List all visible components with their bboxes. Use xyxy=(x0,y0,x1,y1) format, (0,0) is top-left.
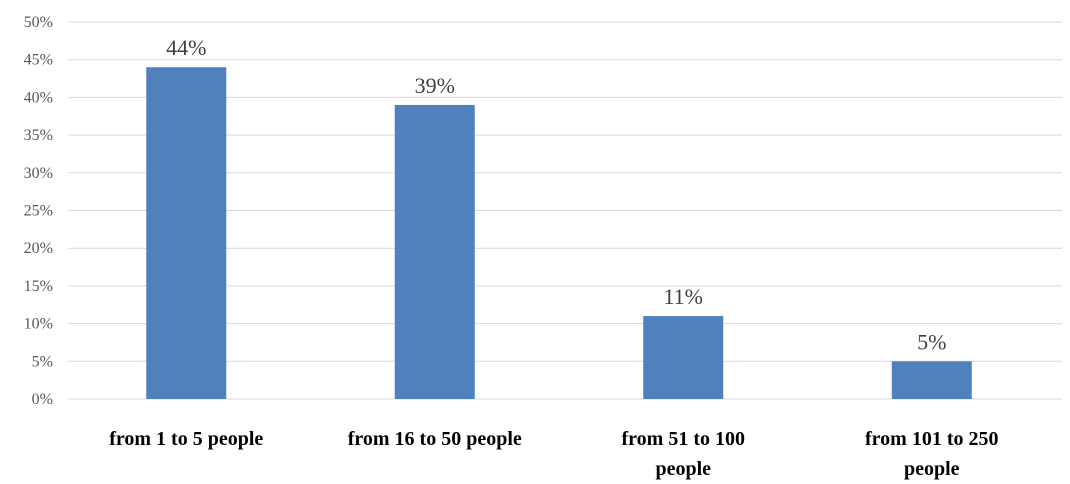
data-label: 44% xyxy=(166,35,206,60)
data-label: 39% xyxy=(415,73,455,98)
y-tick-label: 25% xyxy=(24,203,53,220)
category-label: from 101 to 250 xyxy=(865,428,999,450)
category-label: people xyxy=(904,458,960,480)
bar xyxy=(146,67,227,400)
y-tick-label: 40% xyxy=(24,89,53,106)
y-tick-label: 15% xyxy=(24,278,53,295)
y-tick-label: 0% xyxy=(32,391,53,408)
y-tick-label: 45% xyxy=(24,52,53,69)
category-label: from 51 to 100 xyxy=(622,428,746,450)
data-label: 5% xyxy=(917,329,946,354)
data-label: 11% xyxy=(663,284,703,309)
bar xyxy=(394,104,475,399)
category-label: from 1 to 5 people xyxy=(109,428,263,450)
category-label: people xyxy=(655,458,711,480)
y-tick-label: 20% xyxy=(24,240,53,257)
y-tick-label: 35% xyxy=(24,127,53,144)
bar xyxy=(643,316,724,399)
y-tick-label: 50% xyxy=(24,14,53,31)
y-tick-label: 30% xyxy=(24,165,53,182)
category-label: from 16 to 50 people xyxy=(348,428,522,450)
bar xyxy=(891,361,972,399)
y-tick-label: 5% xyxy=(32,353,53,370)
y-tick-label: 10% xyxy=(24,316,53,333)
